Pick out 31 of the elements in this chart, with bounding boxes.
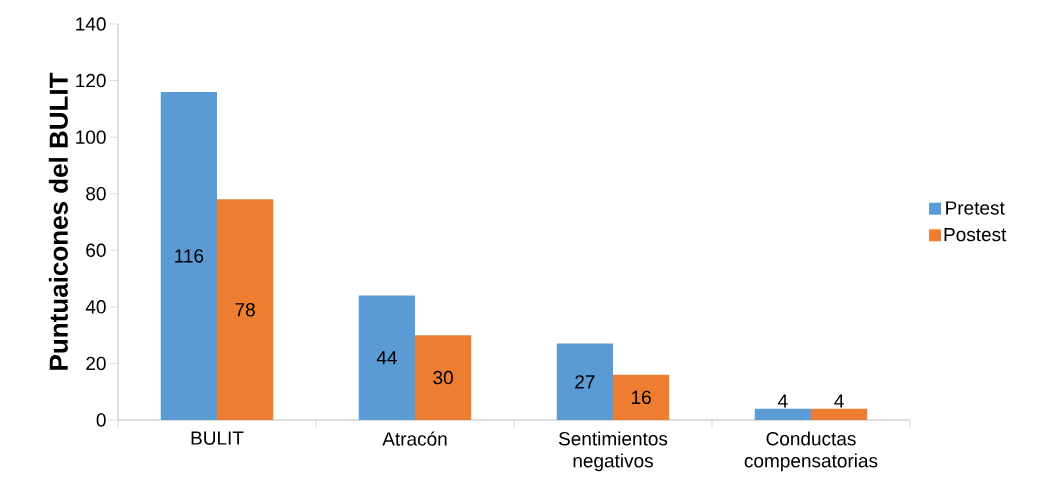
legend-label: Postest — [944, 228, 1007, 242]
y-tick-label: 60 — [86, 243, 106, 257]
data-label: 4 — [834, 394, 844, 408]
y-tick-label: 20 — [86, 356, 106, 371]
data-label: 4 — [778, 394, 788, 408]
bar — [556, 343, 613, 420]
bar — [358, 295, 416, 420]
y-tick-label: 40 — [85, 300, 106, 314]
data-label: 44 — [376, 351, 397, 365]
data-label: 30 — [433, 370, 453, 385]
data-label: 27 — [575, 375, 595, 389]
y-axis-title: Puntuaicones del BULIT — [48, 72, 68, 370]
data-label: 78 — [235, 302, 255, 317]
x-tick-label: Sentimientos negativos — [558, 431, 668, 472]
legend-label: Pretest — [946, 201, 1005, 215]
x-tick-label: Conductas compensatorias — [744, 431, 878, 472]
bar — [811, 408, 868, 420]
x-tick-label: Atracón — [382, 431, 447, 446]
data-label: 16 — [631, 390, 651, 405]
bar — [613, 374, 670, 420]
bar — [415, 335, 472, 420]
x-tick-label: BULIT — [191, 431, 244, 445]
y-tick-label: 80 — [86, 186, 106, 201]
y-tick-label: 140 — [76, 17, 106, 31]
data-label: 116 — [175, 249, 204, 263]
bar — [160, 91, 218, 420]
y-tick-label: 100 — [76, 130, 106, 144]
y-tick-label: 0 — [96, 413, 106, 427]
y-tick-label: 120 — [76, 73, 106, 88]
bar — [217, 199, 274, 420]
bar — [754, 408, 811, 420]
